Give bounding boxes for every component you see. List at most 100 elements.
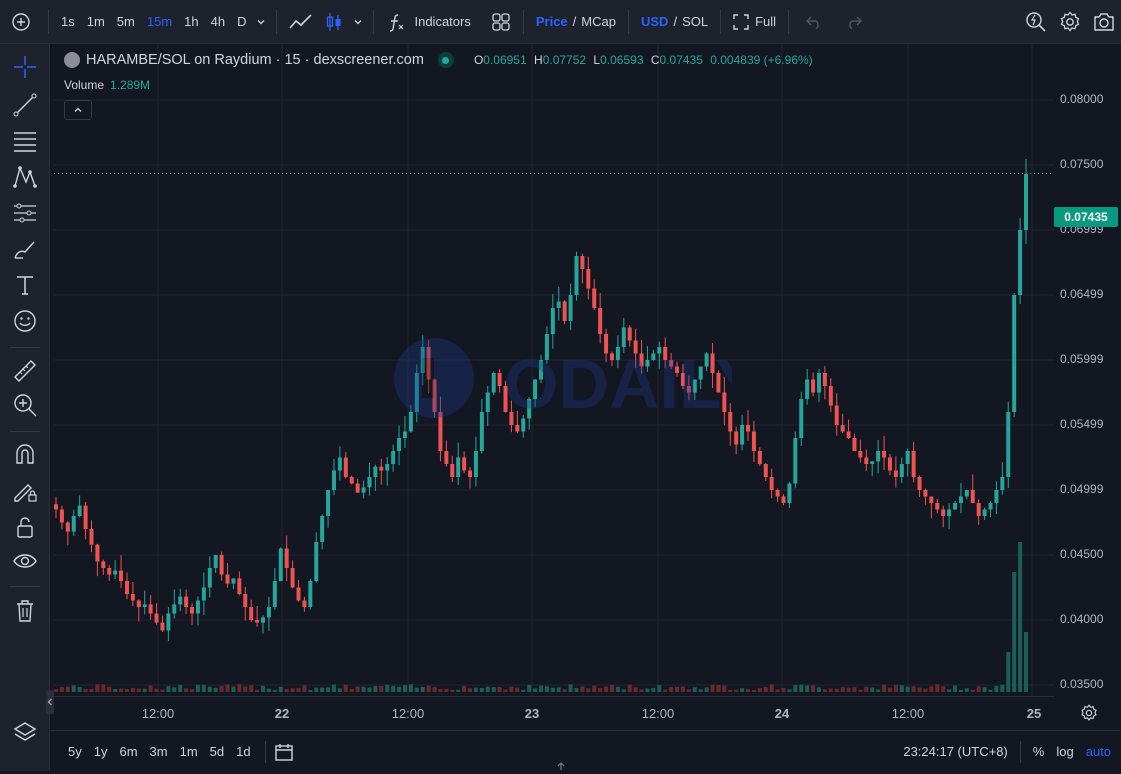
layouts-button[interactable] [485,6,517,38]
candle-body [539,360,543,380]
panel-resize-handle[interactable] [556,759,566,774]
timeframe-D[interactable]: D [237,14,247,29]
measure-tool[interactable] [10,356,40,386]
volume-bar [485,686,490,692]
candle-body [698,366,703,380]
lock-drawing-tool[interactable] [10,476,40,506]
volume-bar [775,689,780,692]
fullscreen-button[interactable]: Full [727,6,782,38]
timeframe-4h[interactable]: 4h [210,14,226,29]
candle-body [107,568,112,575]
prediction-tool[interactable] [10,198,40,228]
usd-option[interactable]: USD [640,14,669,29]
price-axis[interactable]: 0.03500 0.04000 0.04500 0.04999 0.05499 0.059… [1054,44,1121,696]
volume-bar [337,688,342,692]
usd-sol-toggle[interactable]: USD / SOL [635,6,714,38]
range-5d[interactable]: 5d [209,744,225,759]
volume-bar [190,689,195,692]
volume-bar [272,689,277,692]
range-5y[interactable]: 5y [68,744,82,759]
undo-button[interactable] [799,6,829,38]
brush-tool[interactable] [10,234,40,264]
volume-bar [113,688,118,692]
timeframe-dropdown[interactable] [252,6,270,38]
volume-bar [201,684,206,692]
snapshot-button[interactable] [1087,6,1121,38]
candle-body [958,496,963,503]
range-1y[interactable]: 1y [93,744,108,759]
candle-body [213,555,218,568]
toolbar-collapse-handle[interactable] [46,690,54,714]
redo-button[interactable] [839,6,869,38]
volume-bar [562,689,567,692]
axis-settings-button[interactable] [1080,704,1098,725]
percent-scale-toggle[interactable]: % [1032,744,1045,759]
price-tick-label: 0.06499 [1060,287,1104,301]
price-option[interactable]: Price [535,14,568,29]
candle-body [462,457,467,471]
candle-body [876,451,881,462]
timeframe-1h[interactable]: 1h [184,14,199,29]
emoji-tool[interactable] [10,306,40,336]
candle-body [964,490,969,497]
candle-body [397,438,402,451]
symbol-title[interactable]: HARAMBE/SOL on Raydium · 15 · dexscreene… [86,52,424,68]
pattern-tool[interactable] [10,162,40,192]
object-tree-button[interactable] [10,718,40,748]
timeframe-1s[interactable]: 1s [61,14,75,29]
candle-body [456,457,461,477]
candle-body [385,464,390,471]
log-scale-toggle[interactable]: log [1056,744,1074,759]
price-chart[interactable] [54,44,1054,696]
timeframe-15m[interactable]: 15m [146,14,173,29]
candle-body [207,568,212,588]
volume-bar [231,686,236,692]
range-3m[interactable]: 3m [149,744,168,759]
volume-bar [89,688,94,692]
volume-bar [840,687,845,692]
price-mcap-toggle[interactable]: Price / MCap [530,6,622,38]
text-tool[interactable] [10,270,40,300]
candle-body [527,399,532,419]
volume-bar [704,687,709,692]
candle-chart-type-button[interactable] [319,6,349,38]
range-6m[interactable]: 6m [119,744,138,759]
magnet-tool[interactable] [10,439,40,469]
candle-body [598,308,603,334]
zoom-tool[interactable] [10,390,40,420]
timeframe-1m[interactable]: 1m [86,14,105,29]
candle-body [337,457,342,471]
auto-scale-toggle[interactable]: auto [1085,744,1111,759]
candle-body [1024,174,1028,230]
remove-drawings-tool[interactable] [10,596,40,626]
hide-drawings-tool[interactable] [10,546,40,576]
volume-bar [734,689,739,692]
range-1d[interactable]: 1d [236,744,251,759]
volume-bar [320,687,325,692]
volume-bar [302,685,307,692]
candle-body [947,509,952,516]
sol-option[interactable]: SOL [682,14,709,29]
time-tick-label: 12:00 [391,706,425,721]
trend-line-tool[interactable] [10,90,40,120]
add-symbol-button[interactable] [0,6,42,38]
candle-body [657,347,662,354]
chart-type-dropdown[interactable] [349,6,367,38]
indicators-button[interactable]: Indicators [380,6,476,38]
timeframe-5m[interactable]: 5m [116,14,135,29]
lock-all-tool[interactable] [10,512,40,542]
settings-button[interactable] [1053,6,1087,38]
mcap-option[interactable]: MCap [581,14,616,29]
volume-bar [367,687,372,692]
legend-collapse-button[interactable] [64,100,92,120]
candle-body [811,379,816,393]
range-1m[interactable]: 1m [179,744,198,759]
time-axis[interactable]: 12:00 22 12:00 23 12:00 24 12:00 25 [54,696,1054,729]
line-chart-type-button[interactable] [283,6,319,38]
goto-date-button[interactable] [274,742,294,762]
timezone-clock[interactable]: 23:24:17 (UTC+8) [903,744,1008,759]
candle-body [367,477,372,488]
crosshair-tool[interactable] [10,52,40,82]
quick-search-button[interactable] [1019,6,1053,38]
fib-tool[interactable] [10,126,40,156]
